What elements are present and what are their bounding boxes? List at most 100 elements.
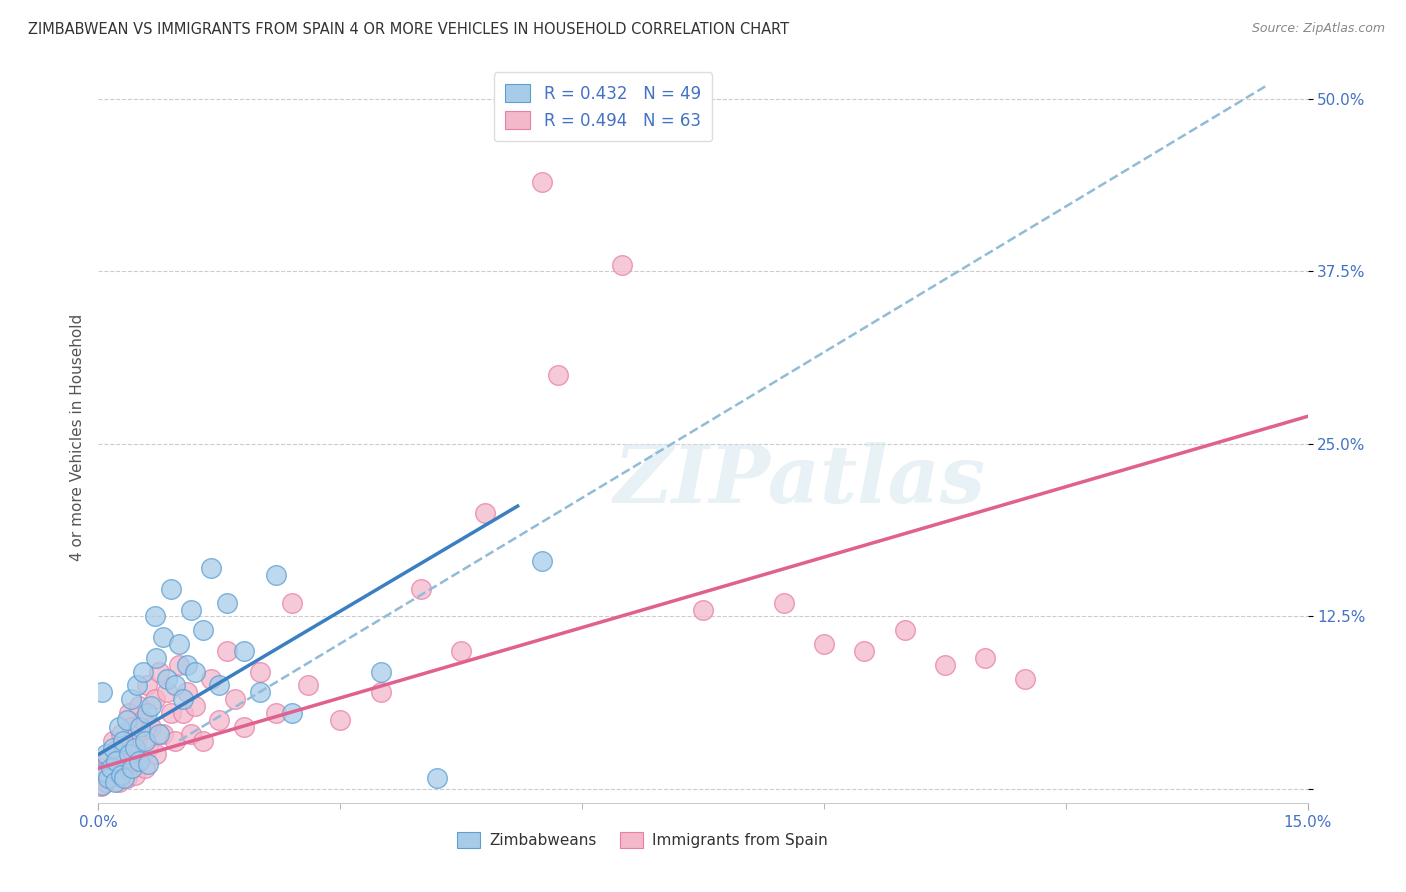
Point <box>148 665 170 679</box>
Point <box>139 699 162 714</box>
Point <box>264 706 287 720</box>
Text: ZIMBABWEAN VS IMMIGRANTS FROM SPAIN 4 OR MORE VEHICLES IN HOUSEHOLD CORRELATION : ZIMBABWEAN VS IMMIGRANTS FROM SPAIN 4 OR… <box>28 22 789 37</box>
Point <box>107 775 129 789</box>
Point <box>249 665 271 679</box>
Point <box>138 757 160 772</box>
Point <box>208 713 231 727</box>
Point <box>91 761 114 775</box>
Point <box>172 706 194 720</box>
Point <box>200 672 222 686</box>
Point <box>134 733 156 747</box>
Point <box>128 699 150 714</box>
Point <box>97 755 120 769</box>
Point <box>281 706 304 720</box>
Point <box>96 747 118 762</box>
Point <box>167 657 190 672</box>
Point <box>135 706 157 720</box>
Point <box>94 765 117 780</box>
Point <box>297 678 319 692</box>
Point <box>409 582 432 596</box>
Point <box>184 665 207 679</box>
Point <box>281 596 304 610</box>
Point <box>156 672 179 686</box>
Point <box>127 733 149 747</box>
Point <box>112 771 135 785</box>
Point <box>111 761 134 775</box>
Point <box>692 602 714 616</box>
Point <box>94 775 117 789</box>
Point <box>145 747 167 762</box>
Point <box>135 678 157 692</box>
Point <box>426 771 449 785</box>
Point <box>530 175 553 189</box>
Point <box>152 727 174 741</box>
Legend: Zimbabweans, Immigrants from Spain: Zimbabweans, Immigrants from Spain <box>449 822 837 857</box>
Point <box>217 644 239 658</box>
Point <box>329 713 352 727</box>
Point <box>91 778 114 792</box>
Point <box>370 685 392 699</box>
Point <box>160 582 183 596</box>
Point <box>772 596 794 610</box>
Point <box>103 775 125 789</box>
Point <box>90 779 112 793</box>
Y-axis label: 4 or more Vehicles in Household: 4 or more Vehicles in Household <box>69 313 84 561</box>
Point <box>139 720 162 734</box>
Point <box>143 692 166 706</box>
Point <box>163 678 186 692</box>
Point <box>121 720 143 734</box>
Point <box>160 706 183 720</box>
Point <box>172 692 194 706</box>
Point <box>110 727 132 741</box>
Point <box>143 609 166 624</box>
Point <box>450 644 472 658</box>
Point <box>176 657 198 672</box>
Point <box>180 602 202 616</box>
Point <box>124 740 146 755</box>
Point <box>138 740 160 755</box>
Point <box>167 637 190 651</box>
Point <box>97 771 120 785</box>
Point <box>232 720 254 734</box>
Point <box>1014 672 1036 686</box>
Point <box>105 755 128 769</box>
Point <box>893 624 915 638</box>
Point <box>148 727 170 741</box>
Point <box>101 733 124 747</box>
Point <box>124 768 146 782</box>
Point <box>249 685 271 699</box>
Point <box>121 761 143 775</box>
Point <box>128 755 150 769</box>
Point <box>120 692 142 706</box>
Point <box>530 554 553 568</box>
Point <box>156 685 179 699</box>
Point <box>91 685 114 699</box>
Point <box>107 720 129 734</box>
Point <box>118 747 141 762</box>
Point <box>370 665 392 679</box>
Point <box>612 258 634 272</box>
Point <box>112 740 135 755</box>
Point <box>105 743 128 757</box>
Point <box>132 713 155 727</box>
Point <box>129 720 152 734</box>
Point <box>134 761 156 775</box>
Point <box>232 644 254 658</box>
Point <box>193 733 215 747</box>
Point <box>813 637 835 651</box>
Point <box>853 644 876 658</box>
Point <box>180 727 202 741</box>
Point <box>163 733 186 747</box>
Point <box>224 692 246 706</box>
Point <box>974 651 997 665</box>
Point <box>176 685 198 699</box>
Text: ZIPatlas: ZIPatlas <box>613 442 986 520</box>
Point <box>547 368 569 382</box>
Point <box>129 747 152 762</box>
Point <box>145 651 167 665</box>
Point <box>115 713 138 727</box>
Point <box>101 740 124 755</box>
Point <box>152 630 174 644</box>
Point <box>264 568 287 582</box>
Point <box>934 657 956 672</box>
